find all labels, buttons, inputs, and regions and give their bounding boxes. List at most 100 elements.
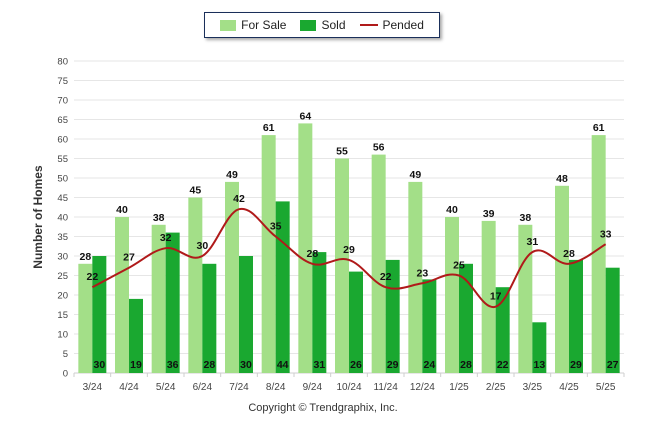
data-labels: 28 30 40 19 38 36 45 28 49 30 61 44 64 31 55 26 56 29 49 24… — [79, 110, 618, 371]
y-tick-label: 65 — [57, 115, 68, 126]
sold-swatch — [300, 19, 317, 31]
bar-for-sale — [518, 224, 533, 373]
sold-value-label: 24 — [423, 359, 435, 371]
y-axis-title: Number of Homes — [31, 165, 45, 269]
for-sale-value-label: 48 — [556, 173, 568, 185]
for-sale-value-label: 56 — [373, 142, 385, 154]
bar-sold — [312, 252, 327, 373]
for-sale-value-label: 61 — [593, 122, 605, 134]
x-tick-label: 9/24 — [303, 382, 323, 393]
y-tick-label: 5 — [63, 349, 68, 360]
for-sale-value-label: 61 — [263, 122, 275, 134]
x-tick-label: 3/24 — [83, 382, 103, 393]
bar-for-sale — [115, 217, 129, 373]
y-tick-label: 45 — [57, 193, 68, 204]
bar-sold — [349, 271, 363, 373]
legend-for-sale-label: For Sale — [241, 18, 287, 32]
sold-value-label: 19 — [130, 359, 142, 371]
pended-value-label: 28 — [306, 248, 318, 260]
sold-value-label: 44 — [277, 359, 289, 371]
for-sale-value-label: 64 — [299, 110, 311, 122]
y-axis-ticks: 0 5 10 15 20 25 30 35 40 45 50 55 60 65 70 75 80 — [57, 57, 68, 380]
y-tick-label: 60 — [57, 135, 68, 146]
sold-value-label: 36 — [167, 359, 179, 371]
pended-value-label: 27 — [123, 252, 135, 264]
sold-value-label: 30 — [240, 359, 252, 371]
bar-for-sale — [335, 158, 349, 373]
sold-value-label: 27 — [607, 359, 619, 371]
bar-for-sale — [481, 220, 496, 373]
sold-value-label: 29 — [387, 359, 399, 371]
for-sale-value-label: 38 — [519, 212, 531, 224]
bar-sold — [422, 279, 437, 373]
x-tick-label: 4/24 — [119, 382, 139, 393]
for-sale-value-label: 40 — [116, 204, 128, 216]
pended-value-label: 31 — [526, 236, 538, 248]
sold-value-label: 28 — [203, 359, 215, 371]
x-tick-label: 11/24 — [374, 382, 399, 393]
bar-for-sale — [445, 217, 459, 373]
y-tick-label: 50 — [57, 174, 68, 185]
pended-value-label: 25 — [453, 260, 465, 272]
bar-sold — [239, 256, 253, 373]
bar-for-sale — [298, 123, 313, 374]
x-tick-label: 12/24 — [410, 382, 435, 393]
bar-sold — [165, 232, 180, 373]
bar-for-sale — [408, 181, 423, 373]
for-sale-value-label: 38 — [153, 212, 165, 224]
sold-value-label: 22 — [497, 359, 509, 371]
bar-sold — [569, 259, 583, 373]
legend: For Sale Sold Pended — [204, 12, 440, 38]
pended-line-path — [91, 207, 607, 308]
pended-value-label: 35 — [270, 221, 282, 233]
y-tick-label: 10 — [57, 330, 68, 341]
legend-sold[interactable]: Sold — [300, 18, 346, 32]
x-tick-label: 6/24 — [193, 382, 213, 393]
for-sale-value-label: 40 — [446, 204, 458, 216]
bar-sold — [532, 322, 547, 373]
x-tick-label: 2/25 — [486, 382, 506, 393]
y-tick-label: 30 — [57, 252, 68, 263]
y-tick-label: 70 — [57, 96, 68, 107]
x-tick-label: 5/24 — [156, 382, 176, 393]
bar-for-sale — [591, 135, 606, 373]
bar-for-sale — [225, 181, 239, 373]
for-sale-value-label: 49 — [226, 169, 238, 181]
legend-for-sale[interactable]: For Sale — [220, 18, 286, 32]
x-tick-label: 3/25 — [523, 382, 543, 393]
pended-line — [91, 207, 607, 308]
y-tick-label: 20 — [57, 291, 68, 302]
x-tick-label: 10/24 — [336, 382, 361, 393]
pended-value-label: 42 — [233, 193, 245, 205]
legend-pended-label: Pended — [382, 18, 424, 32]
y-tick-label: 80 — [57, 57, 68, 68]
sold-value-label: 26 — [350, 359, 362, 371]
pended-value-label: 30 — [196, 240, 208, 252]
for-sale-value-label: 39 — [483, 208, 495, 220]
bar-sold — [202, 263, 217, 373]
pended-value-label: 28 — [563, 248, 575, 260]
legend-pended[interactable]: Pended — [359, 18, 424, 32]
y-tick-label: 40 — [57, 213, 68, 224]
x-tick-label: 7/24 — [229, 382, 249, 393]
bar-sold — [495, 287, 510, 373]
y-tick-label: 75 — [57, 76, 68, 87]
sold-value-label: 31 — [313, 359, 325, 371]
y-tick-label: 35 — [57, 232, 68, 243]
for-sale-swatch — [220, 19, 237, 31]
bar-for-sale — [261, 135, 276, 373]
legend-sold-label: Sold — [321, 18, 346, 32]
for-sale-value-label: 45 — [189, 185, 201, 197]
sold-value-label: 13 — [533, 359, 545, 371]
for-sale-value-label: 55 — [336, 146, 348, 158]
pended-value-label: 22 — [380, 271, 392, 283]
bar-for-sale — [78, 263, 93, 373]
for-sale-value-label: 28 — [79, 251, 91, 263]
x-axis-ticks: 3/24 4/24 5/24 6/24 7/24 8/24 9/24 10/24 11/24 12… — [73, 373, 625, 393]
for-sale-value-label: 49 — [409, 169, 421, 181]
y-tick-label: 0 — [63, 369, 68, 380]
bar-sold — [129, 298, 143, 373]
bar-for-sale — [151, 224, 166, 373]
sold-value-label: 30 — [93, 359, 105, 371]
